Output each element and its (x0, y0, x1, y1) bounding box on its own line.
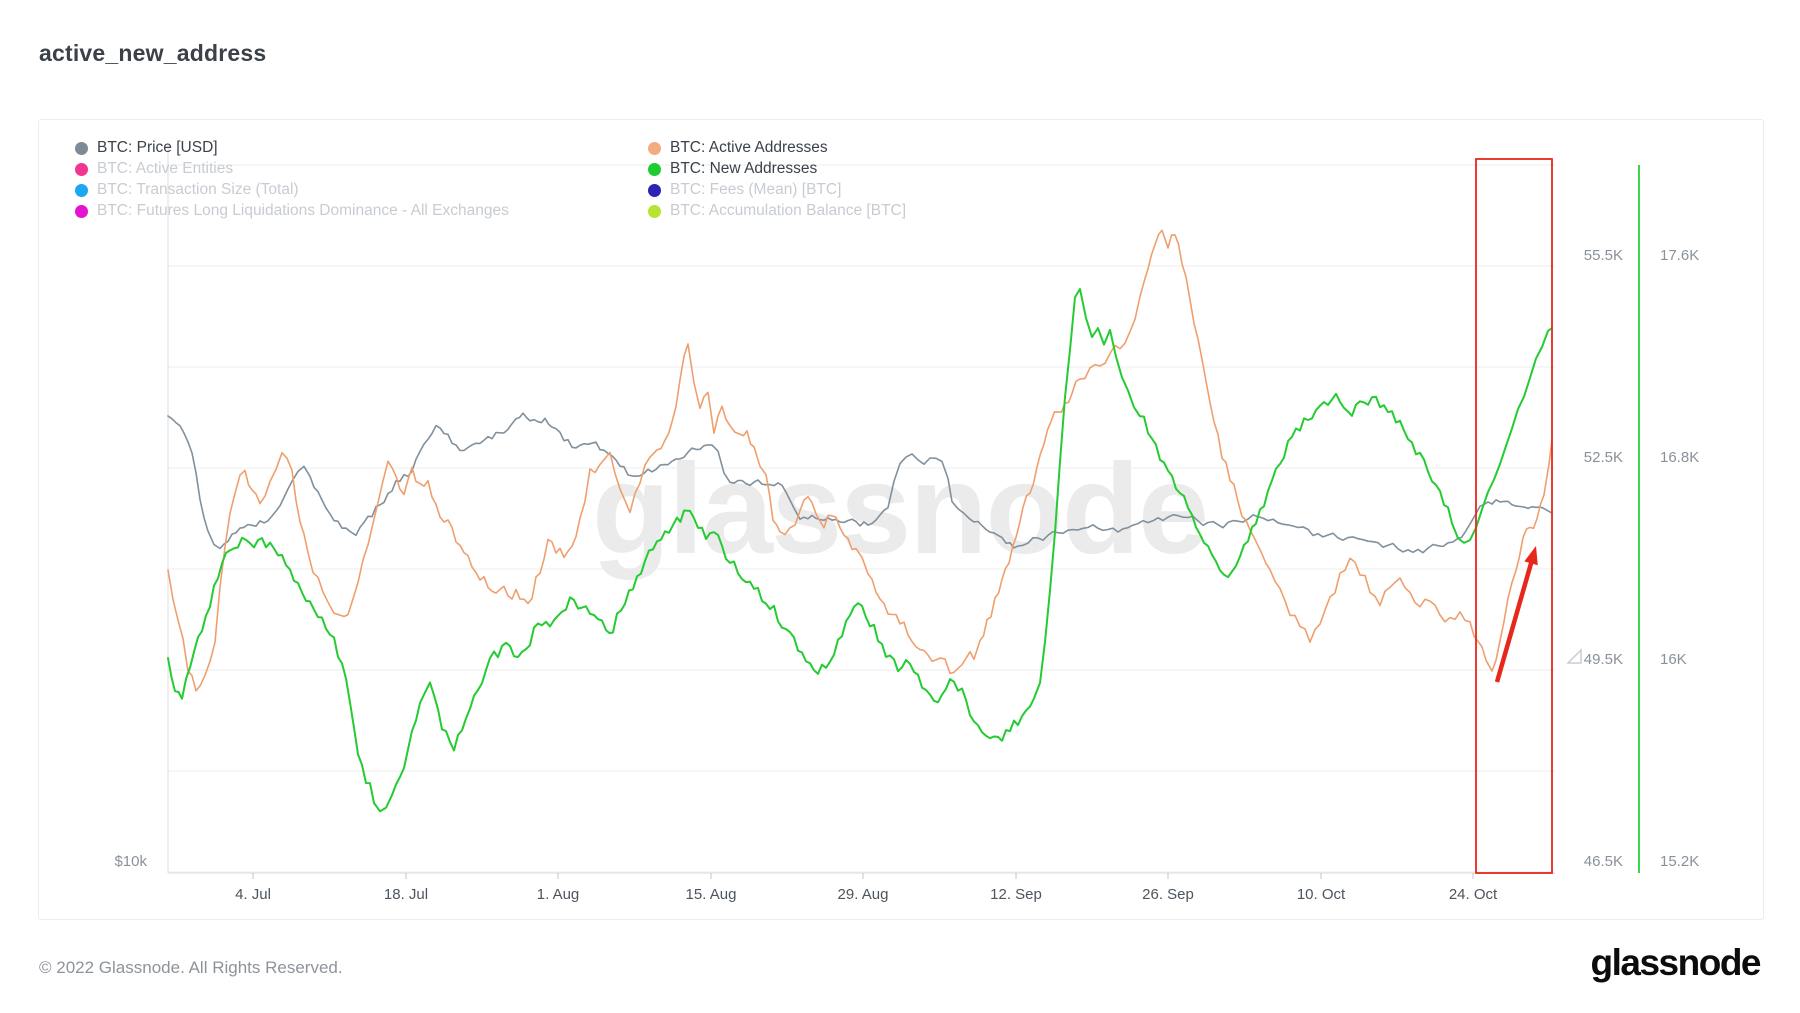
legend-item-accumulation[interactable]: BTC: Accumulation Balance [BTC] (648, 202, 906, 220)
legend-item-transaction-size[interactable]: BTC: Transaction Size (Total) (75, 181, 299, 199)
x-axis-label-sep26: 26. Sep (1142, 886, 1194, 903)
legend-item-active-entities[interactable]: BTC: Active Entities (75, 160, 233, 178)
y-axis-label-active-52-5k: 52.5K (1583, 449, 1623, 466)
legend-dot-active-addresses (648, 141, 661, 155)
legend-dot-new-addresses (648, 162, 661, 176)
x-axis-label-aug1: 1. Aug (536, 886, 580, 903)
glassnode-logo[interactable]: glassnode (1590, 942, 1762, 983)
glassnode-watermark: glassnode (592, 438, 1209, 581)
legend-dot-active-entities (75, 162, 88, 176)
legend-item-fees[interactable]: BTC: Fees (Mean) [BTC] (648, 181, 841, 199)
legend-item-new-addresses[interactable]: BTC: New Addresses (648, 160, 817, 178)
legend-item-active-addresses[interactable]: BTC: Active Addresses (648, 139, 828, 157)
x-axis-label-jul4: 4. Jul (235, 886, 271, 903)
legend-item-liquidations[interactable]: BTC: Futures Long Liquidations Dominance… (75, 202, 509, 220)
legend-dot-accumulation (648, 204, 661, 218)
y-axis-label-new-17-6k: 17.6K (1660, 247, 1700, 264)
x-axis-label-sep12: 12. Sep (990, 886, 1042, 903)
y-axis-label-active-49-5k: 49.5K (1583, 651, 1623, 668)
legend-label: BTC: Futures Long Liquidations Dominance… (97, 202, 509, 219)
legend-label: BTC: Transaction Size (Total) (97, 181, 299, 198)
legend-dot-liquidations (75, 204, 88, 218)
x-axis-label-jul18: 18. Jul (383, 886, 429, 903)
x-axis-label-oct24: 24. Oct (1448, 886, 1498, 903)
legend-label: BTC: New Addresses (670, 160, 818, 177)
x-axis-label-aug29: 29. Aug (837, 886, 889, 903)
legend-label: BTC: Accumulation Balance [BTC] (670, 202, 907, 219)
x-axis-label-oct10: 10. Oct (1296, 886, 1346, 903)
y-axis-label-new-15-2k: 15.2K (1660, 853, 1700, 870)
legend-label: BTC: Price [USD] (97, 139, 218, 156)
y-axis-label-new-16-8k: 16.8K (1660, 449, 1700, 466)
page-title: active_new_address (39, 40, 267, 66)
y-axis-label-active-46-5k: 46.5K (1583, 853, 1623, 870)
y-axis-label-price-10k: $10k (114, 853, 147, 870)
footer-copyright: © 2022 Glassnode. All Rights Reserved. (39, 958, 343, 977)
x-axis-label-aug15: 15. Aug (685, 886, 737, 903)
legend-label: BTC: Active Addresses (670, 139, 828, 156)
legend-dot-fees (648, 183, 661, 197)
y-axis-label-active-55-5k: 55.5K (1583, 247, 1623, 264)
legend-item-price[interactable]: BTC: Price [USD] (75, 139, 218, 157)
legend-dot-price (75, 141, 88, 155)
legend-label: BTC: Fees (Mean) [BTC] (670, 181, 842, 198)
legend-dot-transaction-size (75, 183, 88, 197)
legend-label: BTC: Active Entities (97, 160, 234, 177)
y-axis-label-new-16k: 16K (1660, 651, 1687, 668)
